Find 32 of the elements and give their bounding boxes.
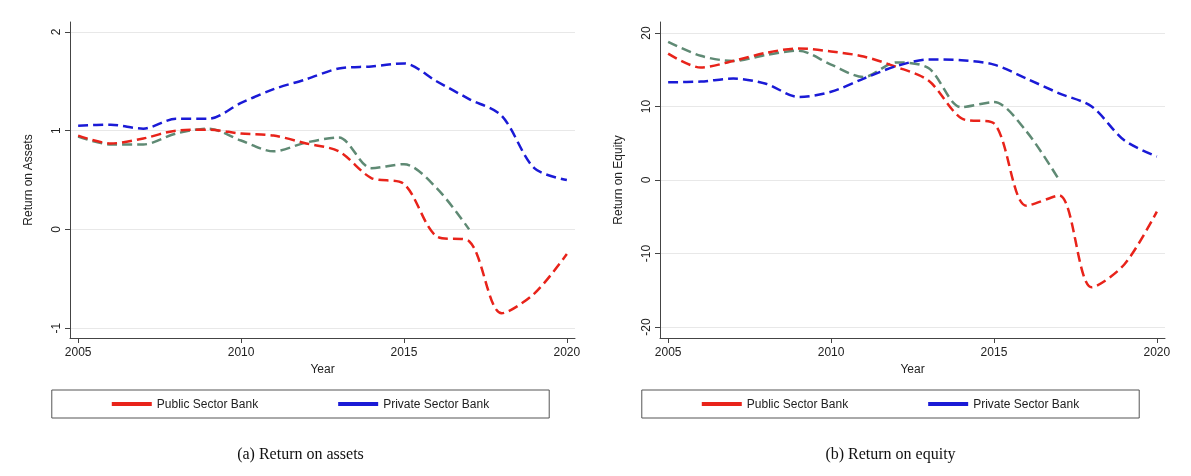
x-axis-title: Year (310, 361, 335, 376)
y-tick-label: 0 (639, 176, 653, 184)
legend-label: Public Sector Bank (746, 397, 850, 411)
text: (b) Return on equity (825, 444, 956, 463)
x-tick-label: 2005 (64, 345, 92, 359)
y-tick-label: -20 (639, 317, 653, 336)
legend-label: Public Sector Bank (156, 397, 260, 411)
x-tick-label: 2015 (980, 345, 1008, 359)
y-axis-title: Return on Assets (21, 134, 35, 226)
line-series (666, 58, 1159, 158)
y-tick-label: 10 (639, 99, 653, 114)
line-series (666, 47, 1159, 289)
line-series (76, 62, 569, 182)
line-series (76, 128, 569, 315)
y-tick-label: 0 (49, 225, 63, 233)
x-tick-label: 2020 (1143, 345, 1171, 359)
x-tick-label: 2020 (553, 345, 581, 359)
y-tick-label: -10 (639, 244, 653, 263)
x-tick-label: 2005 (654, 345, 682, 359)
y-tick-label: 2 (49, 28, 63, 36)
x-axis-title: Year (900, 361, 925, 376)
y-tick-label: -1 (49, 322, 63, 334)
y-tick-label: 1 (49, 126, 63, 134)
y-tick-label: 20 (639, 26, 653, 40)
y-axis-title: Return on Equity (611, 135, 625, 225)
x-tick-label: 2010 (817, 345, 845, 359)
x-tick-label: 2015 (390, 345, 418, 359)
x-tick-label: 2010 (227, 345, 255, 359)
legend-label: Private Sector Bank (383, 397, 491, 411)
line-series (76, 127, 471, 231)
text: (a) Return on assets (237, 444, 364, 463)
legend-label: Private Sector Bank (973, 397, 1081, 411)
